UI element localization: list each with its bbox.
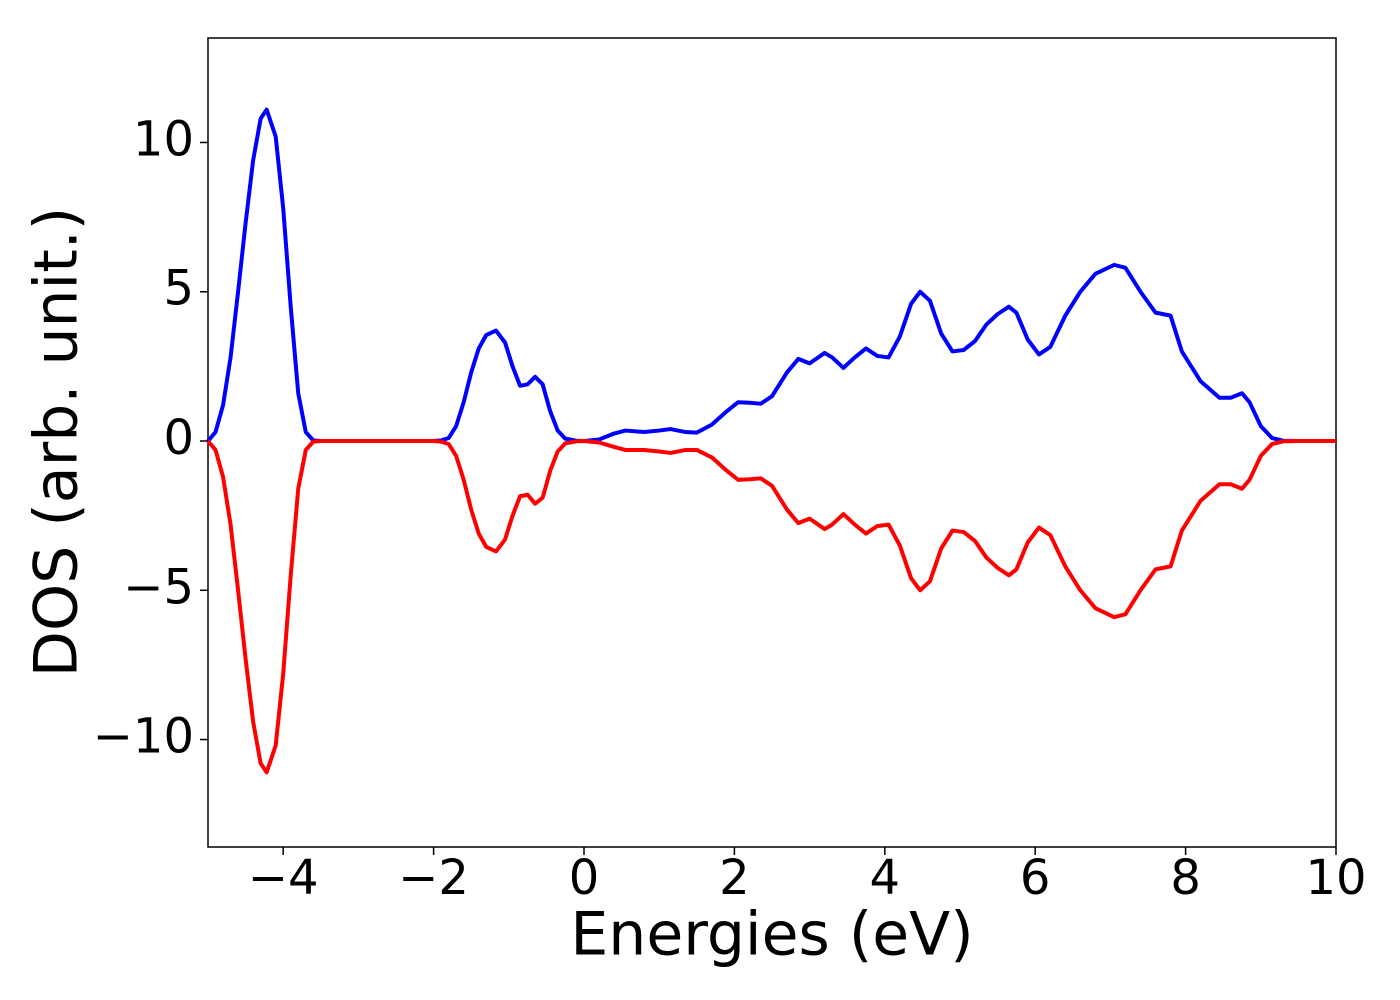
x-tick-label: 10 <box>1305 850 1366 906</box>
x-tick-label: 4 <box>870 850 901 906</box>
y-tick-label: 10 <box>133 111 194 167</box>
x-tick-label: 6 <box>1020 850 1051 906</box>
dos-line <box>206 439 1336 775</box>
y-tick-label: −5 <box>123 559 194 615</box>
x-tick-label: 0 <box>569 850 600 906</box>
x-axis-label: Energies (eV) <box>570 900 973 970</box>
y-axis-label: DOS (arb. unit.) <box>22 207 92 677</box>
y-tick-label: −10 <box>93 709 194 765</box>
y-tick-label: 5 <box>163 261 194 317</box>
x-tick-label: 2 <box>719 850 750 906</box>
x-tick-label: 8 <box>1170 850 1201 906</box>
dos-line <box>206 107 1336 444</box>
y-tick-label: 0 <box>163 410 194 466</box>
x-tick-label: −2 <box>398 850 469 906</box>
x-tick-label: −4 <box>248 850 319 906</box>
